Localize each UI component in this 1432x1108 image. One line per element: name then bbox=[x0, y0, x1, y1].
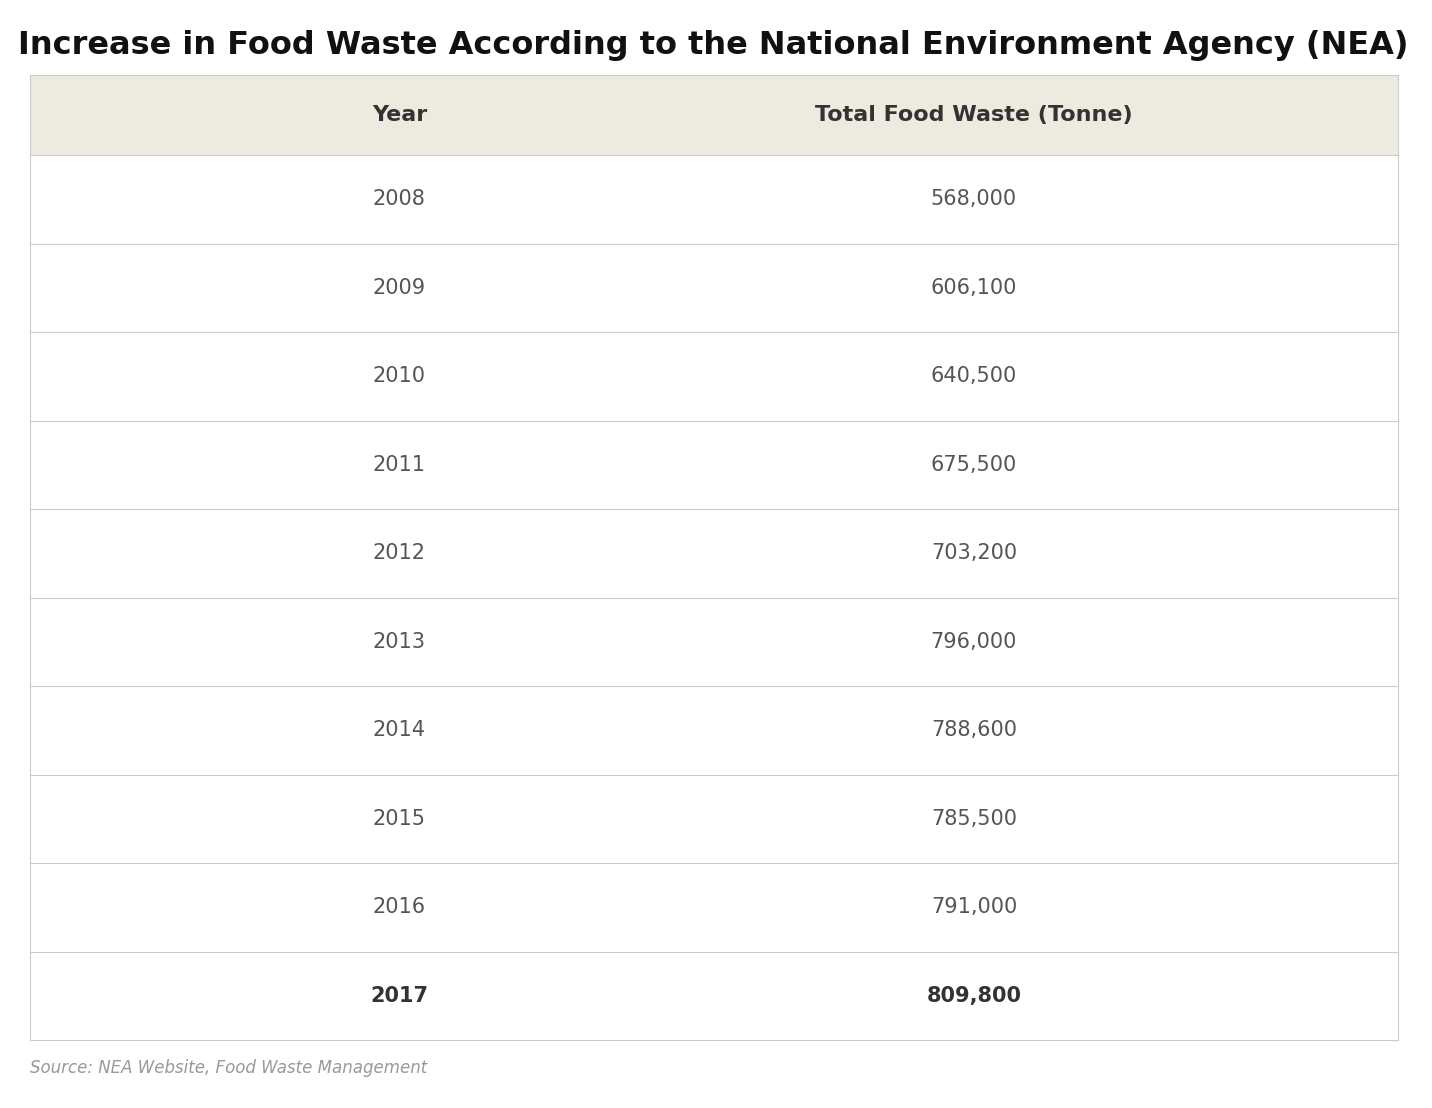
Bar bbox=[30, 244, 1398, 332]
Text: Year: Year bbox=[372, 105, 427, 125]
Text: 2012: 2012 bbox=[372, 543, 425, 563]
Text: 2011: 2011 bbox=[372, 454, 425, 474]
Text: Total Food Waste (Tonne): Total Food Waste (Tonne) bbox=[815, 105, 1133, 125]
Text: 788,600: 788,600 bbox=[931, 720, 1017, 740]
Text: 2017: 2017 bbox=[371, 986, 428, 1006]
Text: 640,500: 640,500 bbox=[931, 367, 1017, 387]
Bar bbox=[30, 597, 1398, 686]
Bar bbox=[30, 75, 1398, 155]
Bar bbox=[30, 774, 1398, 863]
Bar bbox=[30, 155, 1398, 244]
Bar bbox=[30, 686, 1398, 774]
Bar bbox=[30, 863, 1398, 952]
Text: 796,000: 796,000 bbox=[931, 632, 1017, 652]
Text: 675,500: 675,500 bbox=[931, 454, 1017, 474]
Text: 2010: 2010 bbox=[372, 367, 425, 387]
Text: 2009: 2009 bbox=[372, 278, 425, 298]
Text: 2008: 2008 bbox=[372, 189, 425, 209]
Bar bbox=[30, 332, 1398, 421]
Text: Increase in Food Waste According to the National Environment Agency (NEA): Increase in Food Waste According to the … bbox=[19, 30, 1409, 61]
Text: Source: NEA Website, Food Waste Management: Source: NEA Website, Food Waste Manageme… bbox=[30, 1059, 427, 1077]
Text: 2014: 2014 bbox=[372, 720, 425, 740]
Text: 2015: 2015 bbox=[372, 809, 425, 829]
Bar bbox=[30, 509, 1398, 597]
Text: 791,000: 791,000 bbox=[931, 897, 1017, 917]
Text: 785,500: 785,500 bbox=[931, 809, 1017, 829]
Text: 2016: 2016 bbox=[372, 897, 425, 917]
Bar bbox=[30, 952, 1398, 1040]
Text: 809,800: 809,800 bbox=[927, 986, 1021, 1006]
Text: 568,000: 568,000 bbox=[931, 189, 1017, 209]
Bar bbox=[30, 421, 1398, 509]
Text: 703,200: 703,200 bbox=[931, 543, 1017, 563]
Text: 2013: 2013 bbox=[372, 632, 425, 652]
Text: 606,100: 606,100 bbox=[931, 278, 1017, 298]
